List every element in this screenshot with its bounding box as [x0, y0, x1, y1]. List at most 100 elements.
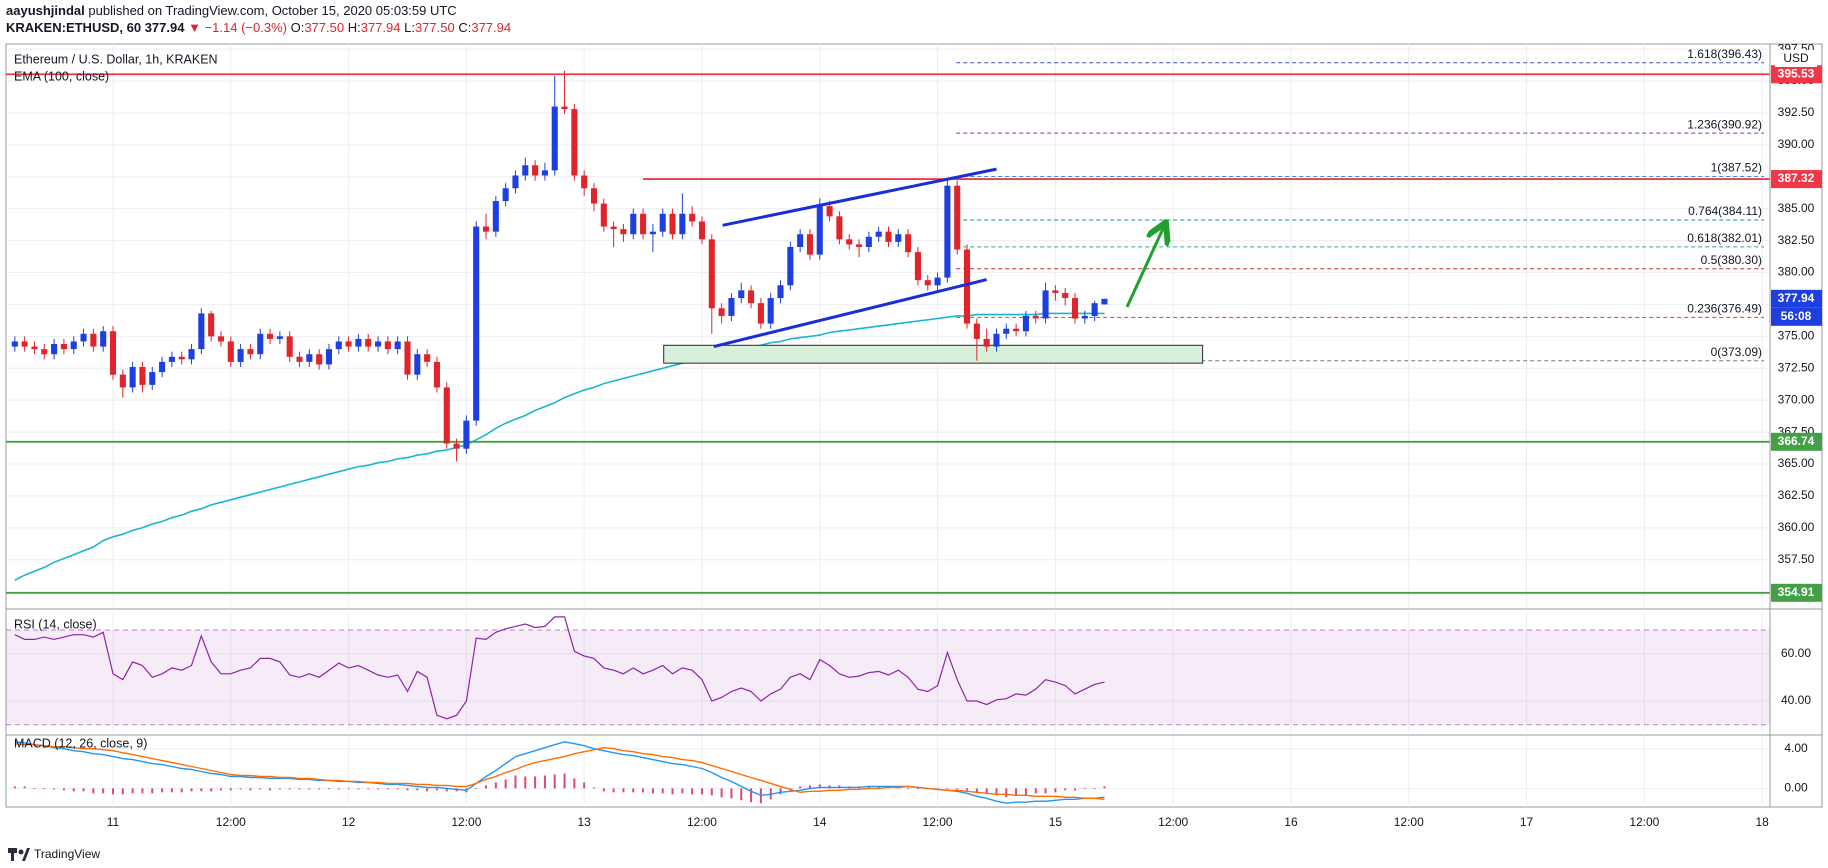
macd-histogram-bar: [200, 788, 203, 792]
symbol-line: KRAKEN:ETHUSD, 60 377.94 ▼ −1.14 (−0.3%)…: [6, 20, 511, 35]
last-price: 377.94: [145, 20, 186, 35]
macd-histogram-bar: [386, 788, 389, 790]
macd-histogram-bar: [347, 788, 350, 790]
macd-histogram-bar: [445, 788, 448, 792]
candle-body: [502, 188, 509, 202]
candle-body: [51, 344, 58, 355]
macd-histogram-bar: [62, 788, 65, 791]
candle-body: [679, 213, 686, 235]
candle-body: [316, 354, 323, 365]
y-tick-label: 385.00: [1778, 201, 1815, 215]
axes: 11 12:00 12 12:00 13 12:00 14 12:00 15 12:00 16 12:…: [107, 41, 1822, 829]
macd-histogram-bar: [818, 784, 821, 789]
ema-name: EMA (100, close): [14, 69, 109, 83]
macd-histogram-bar: [671, 788, 674, 795]
x-tick-label: 11: [107, 815, 120, 829]
candle-body: [237, 349, 244, 362]
macd-histogram-bar: [33, 788, 36, 790]
macd-histogram-bar: [131, 788, 134, 794]
x-tick-label: 12:00: [1629, 815, 1659, 829]
candle-body: [1022, 315, 1029, 332]
candle-body: [973, 323, 980, 339]
macd-histogram-bar: [642, 788, 645, 793]
candle-body: [31, 346, 38, 350]
macd-histogram-bar: [622, 788, 625, 793]
rsi-pane: [14, 616, 1105, 720]
macd-histogram-bar: [426, 788, 429, 792]
candle-body: [787, 246, 794, 286]
macd-histogram-bar: [485, 785, 488, 789]
y-tick-label: 4.00: [1784, 741, 1808, 755]
macd-histogram-bar: [259, 788, 262, 790]
candle-body: [443, 387, 450, 444]
fib-label: 1.236(390.92): [1687, 117, 1762, 131]
fib-label: 1(387.52): [1711, 161, 1762, 175]
level-price-label: 354.91: [1778, 585, 1815, 599]
ohlc-label: O:: [291, 20, 305, 35]
candle-body: [993, 333, 1000, 347]
trendline: [722, 167, 997, 227]
candle-body: [590, 188, 598, 204]
macd-histogram-bar: [750, 788, 753, 803]
y-tick-label: 370.00: [1778, 392, 1815, 406]
candle-body: [168, 356, 175, 362]
y-tick-label: 0.00: [1784, 781, 1808, 795]
macd-histogram-bar: [219, 788, 222, 791]
currency-bg: [1775, 50, 1817, 67]
ohlc-value: 377.94: [361, 20, 401, 35]
countdown-bg: [1771, 307, 1822, 326]
candle-body: [1062, 292, 1069, 299]
x-tick-label: 15: [1049, 815, 1063, 829]
candle-body: [129, 366, 136, 388]
macd-histogram-bar: [916, 788, 919, 790]
macd-histogram-bar: [573, 778, 576, 789]
macd-histogram-bar: [82, 788, 85, 792]
macd-histogram-bar: [43, 788, 46, 790]
candle-body: [600, 203, 607, 227]
y-tick-label: 40.00: [1781, 693, 1811, 707]
x-tick-label: 17: [1520, 815, 1534, 829]
macd-histogram-bar: [1083, 788, 1086, 790]
y-tick-label: 392.50: [1778, 105, 1815, 119]
x-tick-label: 12:00: [687, 815, 717, 829]
author: aayushjindal: [6, 3, 85, 18]
y-tick-label: 362.50: [1778, 488, 1815, 502]
macd-histogram-bar: [946, 788, 949, 790]
macd-histogram-bar: [543, 775, 546, 789]
macd-histogram-bar: [239, 788, 242, 790]
x-tick-label: 12:00: [216, 815, 246, 829]
macd-histogram-bar: [229, 788, 232, 791]
footer-brand: TradingView: [34, 847, 100, 861]
candle-body: [806, 234, 814, 255]
candle-body: [905, 234, 912, 253]
macd-histogram-bar: [740, 788, 743, 801]
candle-body: [1071, 298, 1079, 319]
chart-title: Ethereum / U.S. Dollar, 1h, KRAKEN: [14, 52, 218, 66]
candle-body: [728, 298, 735, 316]
macd-histogram-bar: [1024, 788, 1027, 796]
main-pane: 1.618(396.43) 1.236(390.92) 1(387.52) 0.764…: [6, 47, 1770, 594]
y-tick-label: 60.00: [1781, 646, 1811, 660]
price-change: ▼ −1.14 (−0.3%): [188, 20, 287, 35]
candle-body: [463, 420, 470, 449]
grid: [6, 44, 1770, 807]
candle-body: [100, 331, 107, 347]
macd-histogram-bar: [985, 788, 988, 794]
macd-histogram-bar: [1093, 788, 1096, 790]
candle-body: [159, 361, 166, 373]
fib-label: 0(373.09): [1711, 345, 1762, 359]
candle-body: [895, 234, 902, 242]
candle-body: [561, 106, 568, 110]
candle-body: [738, 290, 745, 299]
macd-histogram-bar: [53, 788, 56, 790]
candle-body: [610, 226, 617, 230]
candle-body: [325, 349, 333, 365]
candle-body: [875, 231, 882, 237]
candle-body: [522, 165, 529, 176]
candle-body: [836, 216, 843, 240]
candle-body: [60, 344, 67, 350]
candle-body: [885, 231, 892, 242]
candle-body: [217, 336, 225, 342]
